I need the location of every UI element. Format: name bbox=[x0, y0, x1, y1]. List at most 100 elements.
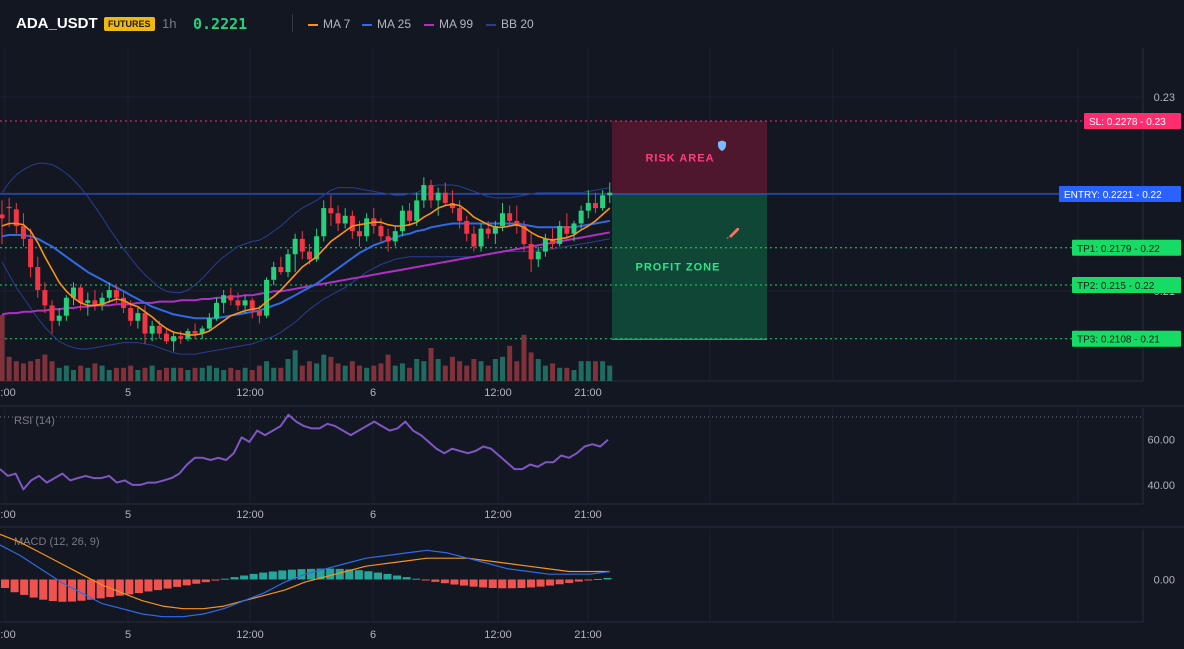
candle[interactable] bbox=[507, 205, 513, 227]
candle[interactable] bbox=[392, 226, 398, 247]
candle[interactable] bbox=[399, 205, 405, 237]
candle-body bbox=[514, 220, 520, 227]
candle[interactable] bbox=[592, 192, 598, 214]
time-tick-label: 5 bbox=[125, 509, 131, 521]
candle[interactable] bbox=[20, 213, 26, 247]
candle[interactable] bbox=[149, 320, 155, 342]
candle-body bbox=[56, 315, 62, 321]
candle[interactable] bbox=[471, 226, 477, 252]
candle[interactable] bbox=[342, 208, 348, 229]
candle[interactable] bbox=[285, 249, 291, 278]
macd-histogram-bar bbox=[479, 579, 488, 588]
candle[interactable] bbox=[35, 256, 41, 298]
candle[interactable] bbox=[85, 292, 91, 316]
candle[interactable] bbox=[214, 297, 219, 321]
candle[interactable] bbox=[478, 223, 484, 252]
candle[interactable] bbox=[135, 307, 141, 329]
candle[interactable] bbox=[171, 331, 177, 352]
candle[interactable] bbox=[571, 220, 577, 242]
sl-price-tag[interactable]: SL: 0.2278 - 0.23 bbox=[1084, 113, 1181, 130]
candle[interactable] bbox=[585, 190, 591, 219]
candle[interactable] bbox=[249, 297, 255, 319]
symbol-name[interactable]: ADA_USDT bbox=[16, 15, 98, 32]
candle[interactable] bbox=[328, 195, 334, 227]
candle[interactable] bbox=[528, 233, 534, 273]
candle[interactable] bbox=[435, 187, 441, 216]
candle[interactable] bbox=[385, 228, 391, 252]
legend-ma99[interactable]: MA 99 bbox=[424, 17, 473, 31]
candle[interactable] bbox=[442, 182, 448, 206]
candle[interactable] bbox=[514, 205, 520, 234]
candle[interactable] bbox=[292, 233, 298, 273]
candle[interactable] bbox=[349, 210, 355, 239]
candle[interactable] bbox=[464, 215, 470, 242]
volume-bar bbox=[306, 361, 312, 381]
candle[interactable] bbox=[335, 205, 341, 232]
candle[interactable] bbox=[63, 295, 69, 321]
tp3-price-tag[interactable]: TP3: 0.2108 - 0.21 bbox=[1072, 330, 1181, 347]
candle[interactable] bbox=[206, 313, 212, 332]
candle[interactable] bbox=[0, 200, 5, 244]
candle[interactable] bbox=[49, 300, 55, 334]
candle[interactable] bbox=[235, 292, 241, 311]
price-tag-text: SL: 0.2278 - 0.23 bbox=[1089, 117, 1166, 128]
candle[interactable] bbox=[407, 202, 413, 227]
candle[interactable] bbox=[163, 328, 169, 344]
candle[interactable] bbox=[535, 246, 541, 268]
volume-bar bbox=[449, 356, 455, 381]
macd-histogram-bar bbox=[498, 579, 507, 589]
candle[interactable] bbox=[264, 277, 270, 319]
candle[interactable] bbox=[521, 220, 527, 252]
candle[interactable] bbox=[542, 233, 548, 257]
candle[interactable] bbox=[71, 282, 76, 306]
candle[interactable] bbox=[492, 220, 498, 244]
candle[interactable] bbox=[13, 202, 19, 234]
candle[interactable] bbox=[192, 323, 198, 339]
volume-bar bbox=[328, 356, 334, 381]
volume-bar bbox=[521, 334, 527, 381]
candle[interactable] bbox=[99, 292, 105, 311]
candle[interactable] bbox=[28, 228, 34, 278]
candle[interactable] bbox=[56, 307, 62, 326]
entry-price-tag[interactable]: ENTRY: 0.2221 - 0.22 bbox=[1059, 186, 1181, 203]
candle[interactable] bbox=[414, 192, 420, 227]
legend-ma7[interactable]: MA 7 bbox=[308, 17, 350, 31]
candle[interactable] bbox=[600, 190, 606, 211]
candle[interactable] bbox=[428, 179, 434, 209]
risk-area-zone[interactable] bbox=[612, 121, 767, 195]
candle[interactable] bbox=[92, 290, 98, 311]
profit-zone[interactable] bbox=[612, 194, 767, 339]
timeframe[interactable]: 1h bbox=[162, 16, 177, 31]
macd-histogram-bar bbox=[115, 579, 124, 596]
candle[interactable] bbox=[121, 292, 127, 314]
tp2-price-tag[interactable]: TP2: 0.215 - 0.22 bbox=[1072, 276, 1181, 293]
candle[interactable] bbox=[557, 220, 563, 247]
candle[interactable] bbox=[199, 325, 205, 339]
candle[interactable] bbox=[228, 287, 234, 306]
candle-body bbox=[342, 215, 348, 224]
candle[interactable] bbox=[299, 231, 305, 260]
candle[interactable] bbox=[78, 284, 84, 311]
candle[interactable] bbox=[221, 290, 227, 314]
candle[interactable] bbox=[6, 197, 12, 228]
candle[interactable] bbox=[106, 282, 112, 303]
tp1-price-tag[interactable]: TP1: 0.2179 - 0.22 bbox=[1072, 239, 1181, 256]
legend-bb20[interactable]: BB 20 bbox=[486, 17, 534, 31]
candle[interactable] bbox=[607, 182, 613, 203]
candle[interactable] bbox=[278, 256, 284, 275]
candle[interactable] bbox=[421, 177, 427, 209]
candle[interactable] bbox=[449, 190, 455, 214]
candle[interactable] bbox=[364, 213, 370, 242]
candle[interactable] bbox=[550, 228, 556, 250]
candle[interactable] bbox=[321, 200, 327, 242]
macd-histogram-bar bbox=[163, 579, 172, 589]
candle[interactable] bbox=[42, 282, 48, 314]
legend-ma25[interactable]: MA 25 bbox=[362, 17, 411, 31]
candle[interactable] bbox=[271, 261, 277, 285]
candle[interactable] bbox=[113, 284, 119, 303]
candle[interactable] bbox=[500, 202, 505, 232]
candle[interactable] bbox=[564, 213, 570, 239]
candle[interactable] bbox=[578, 205, 584, 229]
price-pane[interactable] bbox=[0, 48, 1143, 381]
